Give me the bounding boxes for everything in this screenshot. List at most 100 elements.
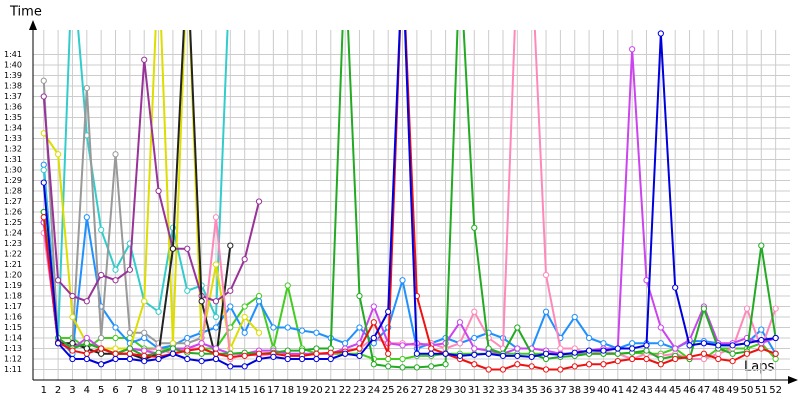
- x-tick-label: 6: [112, 385, 118, 396]
- data-point: [112, 350, 119, 357]
- data-point: [313, 355, 320, 363]
- data-point: [629, 355, 636, 363]
- data-point: [743, 350, 751, 357]
- data-point: [542, 350, 550, 357]
- data-point: [40, 93, 47, 100]
- x-tick-label: 10: [167, 385, 180, 396]
- data-point: [413, 350, 420, 357]
- data-point: [542, 308, 550, 315]
- axes: [29, 20, 798, 384]
- data-point: [399, 364, 406, 371]
- data-point: [126, 329, 133, 336]
- data-point: [40, 161, 47, 168]
- x-tick-label: 27: [411, 385, 424, 396]
- data-point: [126, 266, 133, 273]
- x-tick-label: 34: [511, 385, 524, 396]
- data-point: [557, 351, 564, 358]
- data-point: [456, 352, 464, 359]
- x-axis-arrow: [788, 376, 798, 384]
- data-point: [528, 363, 535, 370]
- data-point: [198, 298, 205, 305]
- data-point: [83, 350, 90, 357]
- data-point: [399, 355, 406, 363]
- data-point: [270, 324, 277, 331]
- data-point: [212, 214, 220, 221]
- x-tick-label: 26: [396, 385, 409, 396]
- x-tick-label: 16: [253, 385, 266, 396]
- x-tick-label: 15: [238, 385, 251, 396]
- data-point: [69, 313, 76, 321]
- y-tick-label: 1:33: [4, 134, 22, 143]
- x-tick-label: 19: [296, 385, 309, 396]
- data-point: [442, 361, 449, 368]
- data-point: [40, 179, 47, 186]
- y-tick-label: 1:21: [4, 260, 22, 269]
- data-point: [298, 327, 306, 334]
- plot-area: [40, 30, 779, 373]
- data-point: [657, 324, 664, 331]
- x-tick-label: 50: [741, 385, 754, 396]
- y-tick-label: 1:38: [4, 82, 22, 91]
- data-point: [169, 245, 177, 252]
- data-point: [542, 271, 550, 279]
- y-tick-label: 1:40: [4, 61, 22, 70]
- y-tick-label: 1:32: [4, 145, 22, 154]
- data-point: [55, 151, 62, 158]
- data-point: [141, 334, 148, 342]
- x-tick-label: 38: [568, 385, 581, 396]
- data-point: [657, 361, 664, 368]
- data-point: [241, 363, 248, 370]
- data-point: [370, 361, 377, 368]
- series-line: [42, 164, 777, 357]
- x-tick-label: 35: [525, 385, 538, 396]
- data-point: [356, 292, 363, 300]
- data-point: [98, 271, 105, 279]
- data-point: [284, 324, 291, 331]
- data-point: [141, 358, 148, 365]
- data-point: [255, 355, 263, 363]
- data-point: [700, 350, 707, 357]
- data-point: [643, 277, 650, 284]
- x-tick-label: 5: [98, 385, 104, 396]
- x-tick-label: 42: [626, 385, 639, 396]
- y-tick-label: 1:35: [4, 113, 22, 122]
- y-tick-label: 1:11: [4, 365, 22, 374]
- x-tick-label: 40: [597, 385, 610, 396]
- data-point: [198, 345, 205, 352]
- data-point: [471, 345, 478, 352]
- data-point: [528, 353, 535, 360]
- x-tick-label: 43: [640, 385, 653, 396]
- data-point: [643, 355, 650, 363]
- y-tick-label: 1:15: [4, 323, 22, 332]
- data-point: [83, 214, 90, 221]
- data-point: [485, 345, 492, 352]
- data-point: [370, 303, 377, 310]
- x-tick-label: 20: [310, 385, 323, 396]
- data-point: [542, 366, 550, 373]
- data-point: [255, 350, 263, 357]
- x-tick-label: 30: [454, 385, 467, 396]
- data-point: [471, 224, 478, 231]
- data-point: [772, 305, 779, 312]
- x-tick-label: 32: [482, 385, 495, 396]
- x-tick-label: 11: [181, 385, 194, 396]
- data-point: [514, 352, 521, 359]
- x-tick-label: 46: [683, 385, 696, 396]
- data-point: [169, 350, 177, 357]
- data-point: [672, 284, 679, 291]
- data-point: [98, 345, 105, 352]
- data-point: [69, 355, 76, 363]
- x-tick-label: 21: [324, 385, 337, 396]
- data-point: [657, 355, 664, 363]
- data-point: [743, 340, 751, 347]
- data-point: [758, 242, 765, 249]
- data-point: [715, 342, 722, 349]
- data-point: [98, 226, 105, 233]
- data-point: [657, 30, 664, 37]
- data-point: [184, 355, 191, 363]
- y-tick-label: 1:18: [4, 292, 22, 301]
- y-tick-label: 1:27: [4, 197, 22, 206]
- data-point: [600, 361, 607, 368]
- y-tick-label: 1:28: [4, 187, 22, 196]
- y-tick-label: 1:23: [4, 239, 22, 248]
